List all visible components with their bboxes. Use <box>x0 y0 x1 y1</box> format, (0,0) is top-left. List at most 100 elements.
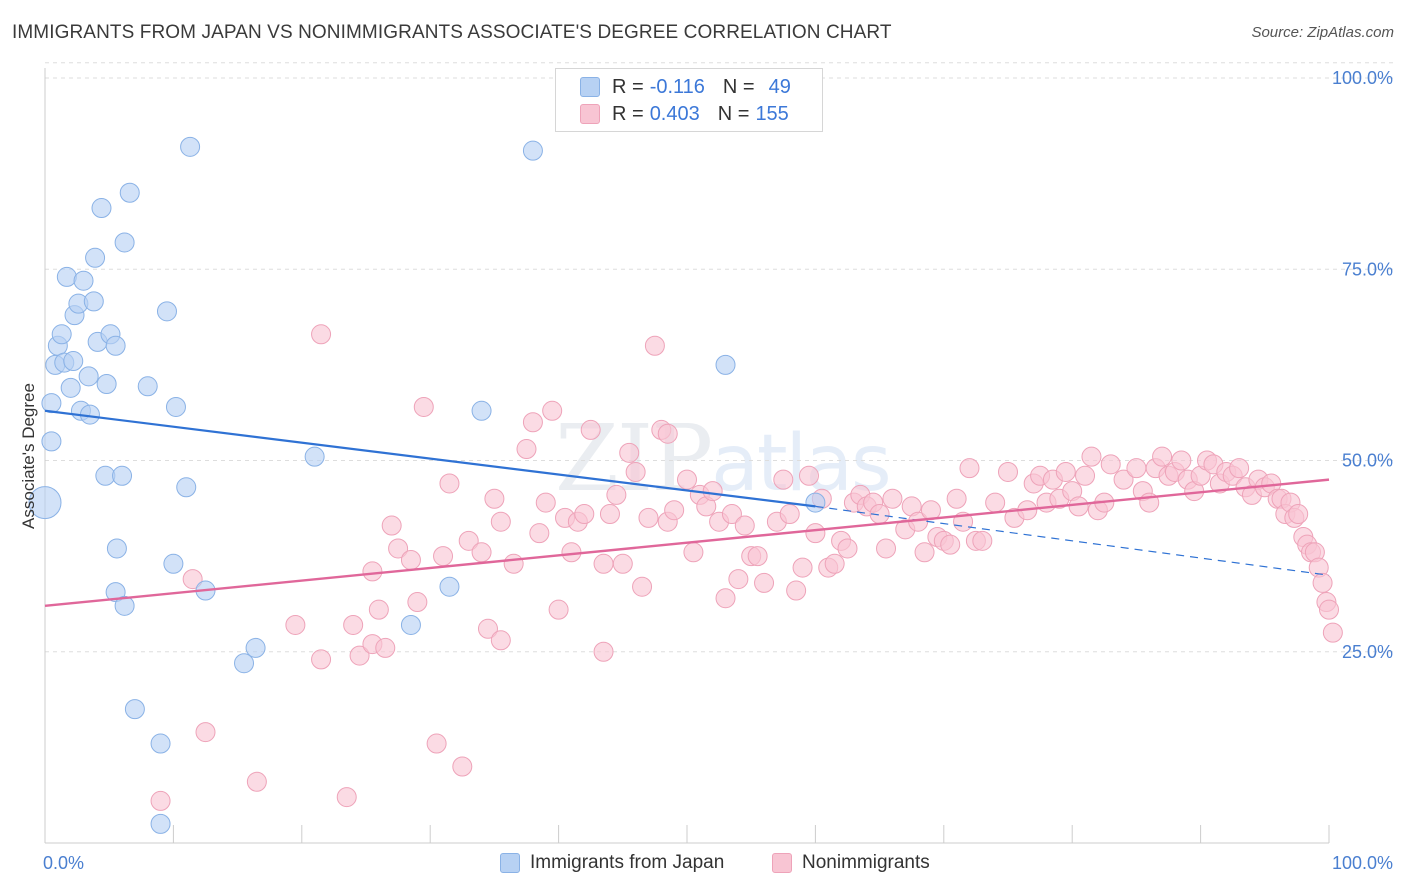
point-nonimmigrants <box>336 787 357 808</box>
point-nonimmigrants <box>388 538 409 559</box>
point-japan <box>119 182 140 203</box>
point-japan <box>124 699 145 720</box>
point-nonimmigrants <box>593 553 614 574</box>
point-nonimmigrants <box>490 630 511 651</box>
trend-line-nonimmigrants <box>44 478 1330 608</box>
point-japan <box>51 324 72 345</box>
legend-n-label: N = <box>722 75 755 98</box>
point-nonimmigrants <box>798 465 819 486</box>
point-japan <box>95 465 116 486</box>
point-nonimmigrants <box>638 507 659 528</box>
point-nonimmigrants <box>1055 461 1076 482</box>
point-japan <box>150 733 171 754</box>
point-nonimmigrants <box>368 599 389 620</box>
point-nonimmigrants <box>1312 572 1333 593</box>
bottom-legend-nonimmigrants: Nonimmigrants <box>772 852 930 874</box>
bottom-legend-swatch-japan <box>500 853 520 873</box>
point-nonimmigrants <box>182 569 203 590</box>
point-nonimmigrants <box>439 473 460 494</box>
point-nonimmigrants <box>914 542 935 563</box>
point-nonimmigrants <box>754 572 775 593</box>
bottom-legend-japan: Immigrants from Japan <box>500 852 724 874</box>
point-japan <box>150 813 171 834</box>
point-nonimmigrants <box>657 423 678 444</box>
stats-legend: R = -0.116 N = 49 R = 0.403 N = 155 <box>555 68 823 132</box>
grid <box>45 62 1393 653</box>
y-axis-label: Associate's Degree <box>19 383 38 529</box>
point-nonimmigrants <box>400 549 421 570</box>
point-nonimmigrants <box>946 488 967 509</box>
point-japan <box>106 538 127 559</box>
y-tick-label: 50.0% <box>1342 451 1393 471</box>
point-nonimmigrants <box>1081 446 1102 467</box>
chart-title: IMMIGRANTS FROM JAPAN VS NONIMMIGRANTS A… <box>12 22 892 43</box>
point-japan <box>41 393 62 414</box>
point-nonimmigrants <box>998 461 1018 482</box>
point-nonimmigrants <box>407 592 428 613</box>
trend-lines <box>44 409 1330 608</box>
point-nonimmigrants <box>471 542 492 563</box>
point-japan <box>78 366 99 387</box>
point-nonimmigrants <box>593 641 614 662</box>
point-nonimmigrants <box>452 756 473 777</box>
point-nonimmigrants <box>619 442 640 463</box>
point-nonimmigrants <box>195 722 216 743</box>
point-nonimmigrants <box>715 588 736 609</box>
point-nonimmigrants <box>529 523 550 544</box>
x-tick-label: 100.0% <box>1332 853 1393 873</box>
point-japan <box>112 465 133 486</box>
point-japan <box>63 351 84 372</box>
point-nonimmigrants <box>1113 469 1134 490</box>
trend-line-japan <box>44 409 816 508</box>
point-japan <box>41 431 62 452</box>
y-tick-label: 100.0% <box>1332 68 1393 88</box>
point-japan <box>176 477 197 498</box>
point-japan <box>156 301 177 322</box>
tick-labels: 25.0% 50.0% 75.0% 100.0% 0.0% 100.0% Associate… <box>19 68 1393 873</box>
point-japan <box>96 374 117 394</box>
watermark: ZIPatlas <box>555 405 892 512</box>
point-japan <box>163 553 184 574</box>
point-nonimmigrants <box>349 645 370 666</box>
point-nonimmigrants <box>625 461 646 482</box>
point-japan <box>805 492 826 513</box>
point-nonimmigrants <box>548 599 569 620</box>
point-nonimmigrants <box>542 400 563 421</box>
bottom-legend-label-nonimmigrants: Nonimmigrants <box>802 852 930 873</box>
point-nonimmigrants <box>702 481 723 502</box>
point-nonimmigrants <box>490 511 511 532</box>
y-tick-label: 25.0% <box>1342 642 1393 662</box>
point-nonimmigrants <box>362 561 383 582</box>
point-japan <box>439 576 460 597</box>
point-nonimmigrants <box>477 618 498 639</box>
point-nonimmigrants <box>516 439 537 460</box>
point-nonimmigrants <box>837 538 858 559</box>
point-nonimmigrants <box>1100 454 1121 475</box>
point-nonimmigrants <box>503 553 524 574</box>
point-japan <box>60 377 81 398</box>
point-nonimmigrants <box>1171 450 1192 471</box>
point-japan <box>137 376 158 397</box>
point-nonimmigrants <box>728 569 749 590</box>
bottom-legend-swatch-nonimmigrants <box>772 853 792 873</box>
point-nonimmigrants <box>1288 504 1309 525</box>
point-nonimmigrants <box>413 396 434 417</box>
point-nonimmigrants <box>786 580 807 601</box>
point-japan <box>715 354 736 375</box>
point-nonimmigrants <box>522 412 543 433</box>
point-nonimmigrants <box>824 553 845 574</box>
point-nonimmigrants <box>664 500 685 521</box>
point-nonimmigrants <box>773 469 794 490</box>
point-nonimmigrants <box>959 458 980 479</box>
point-japan <box>234 653 255 674</box>
point-nonimmigrants <box>972 530 993 551</box>
point-nonimmigrants <box>484 488 505 509</box>
point-nonimmigrants <box>1322 622 1343 643</box>
point-nonimmigrants <box>343 614 364 635</box>
point-nonimmigrants <box>792 557 813 578</box>
point-japan <box>105 335 126 356</box>
legend-r-value: -0.116 <box>649 75 705 98</box>
point-nonimmigrants <box>574 504 595 525</box>
point-nonimmigrants <box>632 576 653 597</box>
